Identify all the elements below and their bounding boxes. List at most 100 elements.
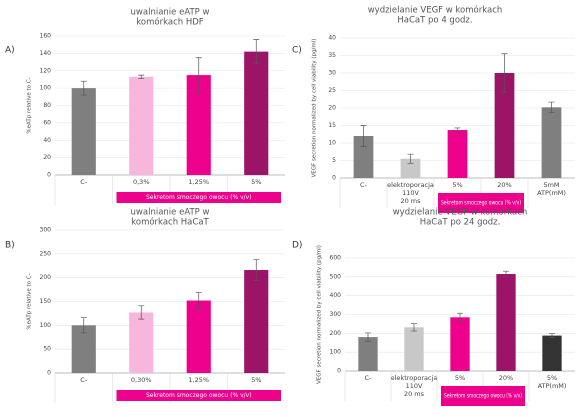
y-tick-label: 20	[328, 105, 336, 112]
error-bar	[365, 332, 371, 342]
y-tick-label: 100	[330, 349, 342, 356]
error-bar	[195, 57, 202, 93]
x-tick-label: 110V	[402, 189, 419, 197]
group-label: Sekretom smoczego owocu (% v/v)	[146, 392, 252, 399]
error-bar	[457, 312, 463, 322]
y-tick-label: 15	[328, 122, 336, 129]
error-bar	[80, 317, 87, 334]
y-tick-label: 35	[328, 52, 336, 59]
group-label: Sekretom smoczego owocu (% v/v)	[441, 200, 521, 207]
error-bar	[454, 127, 461, 133]
x-tick-label: ATP(mM)	[538, 382, 567, 390]
y-tick-label: 25	[328, 87, 336, 94]
x-tick-label: ATP(mM)	[537, 189, 566, 197]
x-tick-label: 1,25%	[188, 376, 209, 384]
bar	[353, 136, 374, 178]
y-axis-label: VEGF secretion normalized by cell viabil…	[317, 245, 323, 384]
panel-label: C)	[292, 46, 302, 56]
x-tick-label: 0,3%	[133, 178, 150, 186]
y-tick-label: 100	[40, 322, 52, 329]
error-bar	[549, 333, 555, 338]
error-bar	[548, 101, 555, 113]
error-bar	[80, 80, 87, 96]
error-bar	[503, 270, 509, 278]
x-tick-label: 20%	[499, 374, 513, 382]
x-tick-label: 5%	[251, 178, 261, 186]
chart-title: uwalnianie eATP w	[131, 208, 210, 218]
y-tick-label: 40	[43, 137, 51, 144]
y-tick-label: 150	[40, 298, 52, 305]
error-bar	[253, 259, 260, 281]
x-tick-label: 5mM	[543, 181, 559, 189]
y-tick-label: 0	[332, 175, 336, 182]
error-bar	[138, 305, 145, 320]
y-tick-label: 40	[328, 35, 336, 42]
y-tick-label: 600	[330, 255, 342, 262]
x-tick-label: C-	[80, 178, 88, 186]
chart-title: wydzielanie VEGF w komórkach	[393, 207, 528, 218]
x-tick-label: 20%	[497, 181, 511, 189]
y-tick-label: 120	[40, 67, 52, 74]
y-tick-label: 5	[332, 157, 336, 164]
x-tick-label: 5%	[452, 181, 462, 189]
error-bar	[407, 153, 414, 164]
x-tick-label: 5%	[547, 374, 557, 382]
panel-label: A)	[5, 46, 15, 56]
y-tick-label: 0	[337, 368, 341, 375]
y-tick-label: 60	[43, 119, 51, 126]
chart-title: komórkach HDF	[136, 17, 203, 28]
x-tick-label: elektroporacja	[391, 374, 438, 382]
y-tick-label: 140	[40, 50, 52, 57]
x-tick-label: C-	[80, 376, 88, 384]
y-tick-label: 250	[40, 250, 52, 257]
error-bar	[138, 74, 145, 79]
group-label-box	[116, 390, 281, 401]
y-tick-label: 300	[330, 311, 342, 318]
y-tick-label: 50	[43, 346, 51, 353]
chart-title: uwalnianie eATP w	[131, 8, 210, 18]
y-tick-label: 0	[47, 172, 51, 179]
bar	[450, 317, 470, 371]
error-bar	[501, 53, 508, 93]
x-tick-label: 5%	[455, 374, 465, 382]
error-bar	[195, 292, 202, 309]
bar	[542, 335, 562, 371]
x-tick-label: 20 ms	[404, 390, 425, 398]
error-bar	[253, 39, 260, 65]
bar	[496, 274, 516, 371]
x-tick-label: 1,25%	[188, 178, 209, 186]
y-tick-label: 10	[328, 140, 336, 147]
y-axis-label: %eATp relative to C-	[27, 77, 33, 133]
chart-title: HaCaT po 24 godz.	[420, 218, 501, 228]
y-axis-label: VEGF secretion normalized by cell viabil…	[312, 39, 318, 178]
panel-label: D)	[292, 241, 302, 251]
y-tick-label: 80	[43, 102, 51, 109]
y-tick-label: 30	[328, 70, 336, 77]
x-tick-label: elektroporacja	[387, 181, 434, 189]
bar	[244, 270, 269, 373]
bar	[447, 130, 468, 178]
x-tick-label: C-	[360, 181, 368, 189]
chart-title: komórkach HaCaT	[131, 217, 209, 228]
y-tick-label: 300	[40, 227, 52, 234]
error-bar	[411, 323, 417, 332]
group-label: Sekretom smoczego owocu (% v/v)	[146, 194, 252, 201]
y-tick-label: 400	[330, 292, 342, 299]
group-label: Sekretom smoczego owocu (% v/v)	[444, 393, 522, 400]
y-tick-label: 500	[330, 273, 342, 280]
bar	[244, 51, 269, 176]
bar	[71, 88, 96, 175]
x-tick-label: 110V	[406, 382, 423, 390]
chart-title: wydzielanie VEGF w komórkach	[368, 5, 503, 16]
bar	[541, 107, 562, 178]
bar	[404, 327, 424, 371]
y-tick-label: 100	[40, 85, 52, 92]
bar	[129, 76, 154, 175]
bar	[494, 73, 515, 178]
bar	[129, 312, 154, 373]
chart-title: HaCaT po 4 godz.	[397, 16, 472, 26]
x-tick-label: 20 ms	[400, 197, 421, 205]
y-tick-label: 0	[47, 370, 51, 377]
y-axis-label: %eATp relative to C-	[27, 273, 33, 329]
